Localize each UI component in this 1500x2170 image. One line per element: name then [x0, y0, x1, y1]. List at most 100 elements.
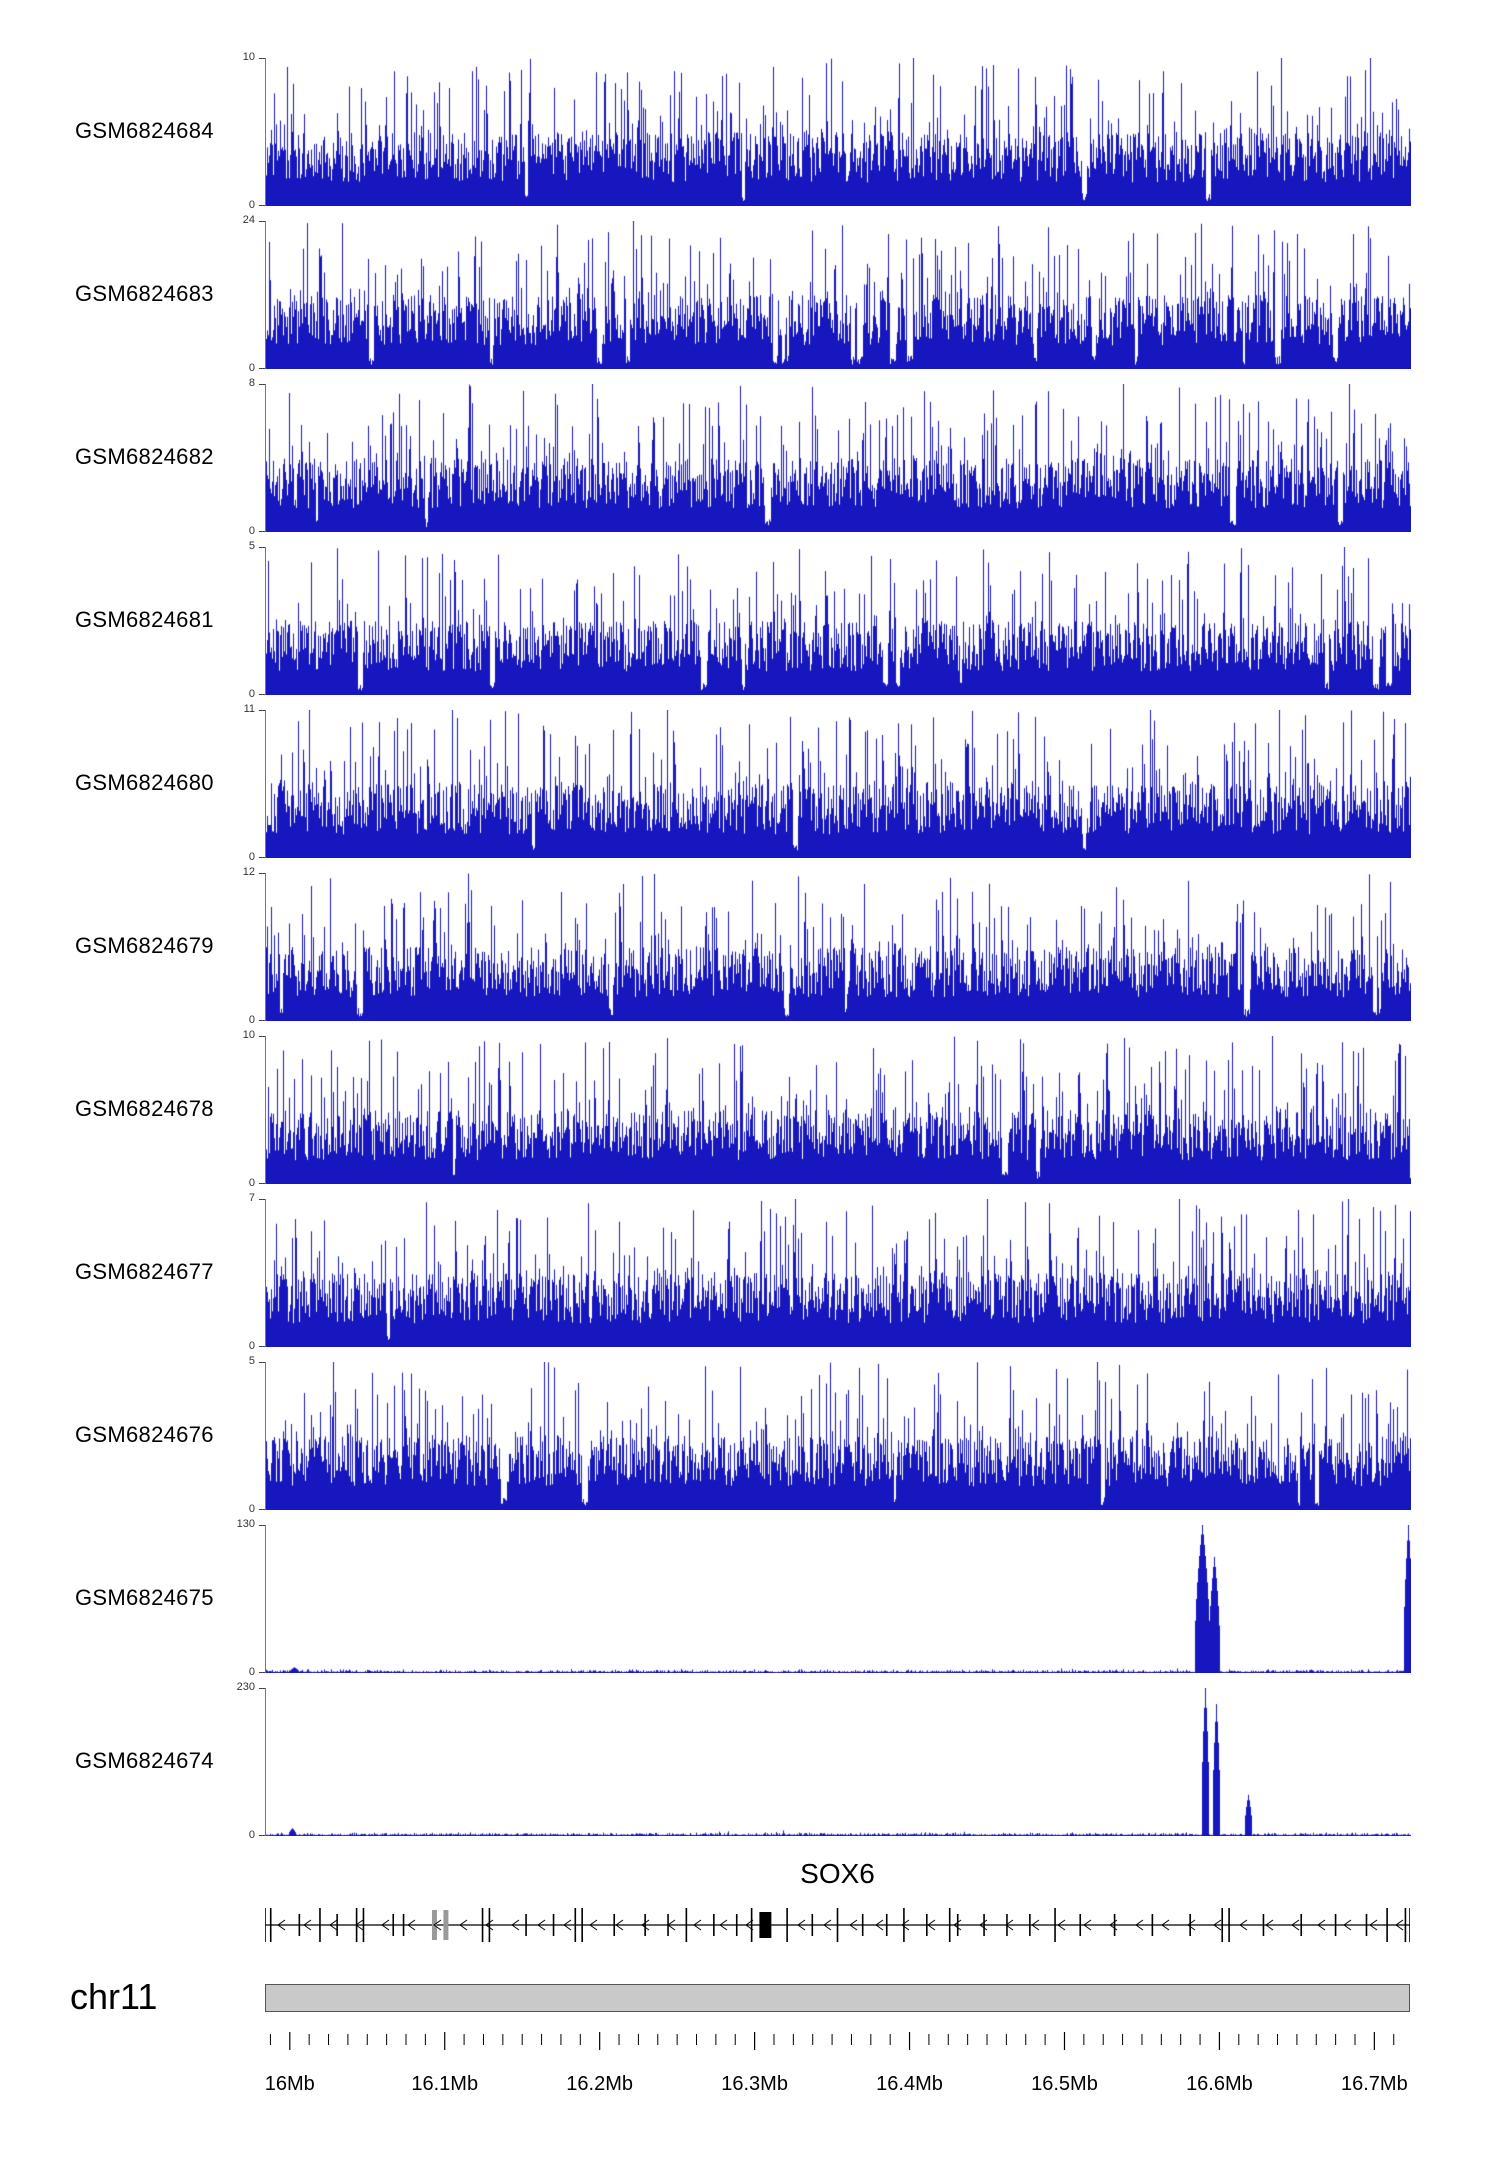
exon-tick: [956, 1914, 959, 1936]
exon-tick: [926, 1914, 928, 1936]
x-axis-tick-label: 16.3Mb: [721, 2073, 788, 2095]
y-axis-bottom-tick: [259, 857, 265, 858]
strand-arrow-left-icon: [1187, 1919, 1196, 1931]
exon-tick: [574, 1908, 577, 1942]
signal-canvas: [266, 1036, 1411, 1184]
strand-arrow-left-icon: [667, 1919, 676, 1931]
signal-plot: [265, 1525, 1411, 1673]
signal-canvas: [266, 384, 1411, 532]
track-row: GSM6824674 230 0: [0, 1681, 1500, 1841]
exon-tick: [1262, 1914, 1265, 1936]
gene-model: [265, 1908, 1410, 1942]
exon-tick: [983, 1914, 985, 1936]
track-label: GSM6824683: [75, 281, 214, 306]
strand-arrow-left-icon: [329, 1919, 338, 1931]
exon-gray-box: [443, 1910, 449, 1940]
signal-plot: [265, 1362, 1411, 1510]
strand-arrow-left-icon: [1291, 1919, 1300, 1931]
exon-tick: [1300, 1914, 1303, 1936]
y-axis-bottom-tick: [259, 531, 265, 532]
y-axis-top-tick: [259, 873, 265, 874]
strand-arrow-left-icon: [1369, 1919, 1378, 1931]
strand-arrow-left-icon: [381, 1919, 390, 1931]
exon-tick: [786, 1908, 788, 1942]
track-row: GSM6824681 5 0: [0, 540, 1500, 700]
signal-canvas: [266, 221, 1411, 369]
strand-arrow-left-icon: [901, 1919, 910, 1931]
y-axis-bottom-tick: [259, 368, 265, 369]
strand-arrow-left-icon: [511, 1919, 520, 1931]
signal-canvas: [266, 1688, 1411, 1836]
y-axis-bottom-tick: [259, 1509, 265, 1510]
signal-canvas: [266, 1199, 1411, 1347]
strand-arrow-left-icon: [459, 1919, 468, 1931]
x-axis-tick-label: 16.5Mb: [1031, 2073, 1098, 2095]
strand-arrow-left-icon: [745, 1919, 754, 1931]
y-axis-bottom-tick: [259, 1346, 265, 1347]
y-axis-zero-label: 0: [248, 1503, 255, 1515]
exon-tick: [1054, 1908, 1056, 1942]
strand-arrow-left-icon: [563, 1919, 572, 1931]
track-label: GSM6824674: [75, 1748, 214, 1773]
strand-arrow-left-icon: [485, 1919, 494, 1931]
exon-tick: [1079, 1914, 1082, 1936]
y-axis-zero-label: 0: [248, 1014, 255, 1026]
y-axis-top-tick: [259, 1362, 265, 1363]
signal-plot: [265, 1199, 1411, 1347]
exon-tick: [336, 1914, 338, 1936]
exon-tick: [1365, 1914, 1368, 1936]
exon-tick: [362, 1908, 365, 1942]
y-axis-zero-label: 0: [248, 199, 255, 211]
strand-arrow-left-icon: [1057, 1919, 1066, 1931]
strand-arrow-left-icon: [823, 1919, 832, 1931]
track-row: GSM6824676 5 0: [0, 1355, 1500, 1515]
exon-tick: [265, 1908, 266, 1942]
track-label: GSM6824680: [75, 770, 214, 795]
y-axis-top-tick: [259, 1036, 265, 1037]
x-axis-tick-label: 16.7Mb: [1341, 2073, 1408, 2095]
exon-tick: [1029, 1914, 1031, 1936]
signal-plot: [265, 547, 1411, 695]
exon-tick: [1189, 1914, 1191, 1936]
exon-tick: [735, 1914, 738, 1936]
strand-arrow-left-icon: [953, 1919, 962, 1931]
y-axis-zero-label: 0: [248, 1340, 255, 1352]
signal-canvas: [266, 873, 1411, 1021]
y-axis-max-label: 7: [248, 1192, 255, 1204]
track-row: GSM6824680 11 0: [0, 703, 1500, 863]
exon-tick: [1228, 1908, 1230, 1942]
track-row: GSM6824682 8 0: [0, 377, 1500, 537]
exon-tick: [1409, 1908, 1410, 1942]
signal-plot: [265, 1688, 1411, 1836]
strand-arrow-left-icon: [407, 1919, 416, 1931]
track-label: GSM6824678: [75, 1096, 214, 1121]
y-axis-max-label: 230: [236, 1681, 255, 1693]
y-axis-top-tick: [259, 1199, 265, 1200]
strand-arrow-left-icon: [1343, 1919, 1352, 1931]
exon-tick: [903, 1908, 905, 1942]
exon-tick: [1113, 1914, 1116, 1936]
y-axis-max-label: 12: [242, 866, 255, 878]
y-axis-max-label: 11: [243, 703, 255, 715]
strand-arrow-left-icon: [927, 1919, 936, 1931]
signal-plot: [265, 710, 1411, 858]
chromosome-label: chr11: [70, 1976, 158, 2017]
signal-canvas: [266, 1525, 1411, 1673]
exon-tick: [836, 1908, 839, 1942]
signal-plot: [265, 58, 1411, 206]
signal-plot: [265, 873, 1411, 1021]
track-label: GSM6824679: [75, 933, 214, 958]
strand-arrow-left-icon: [1135, 1919, 1144, 1931]
strand-arrow-left-icon: [1265, 1919, 1274, 1931]
track-label: GSM6824675: [75, 1585, 214, 1610]
strand-arrow-left-icon: [1161, 1919, 1170, 1931]
exon-black-box: [759, 1912, 772, 1938]
y-axis-top-tick: [259, 221, 265, 222]
signal-plot: [265, 1036, 1411, 1184]
exon-tick: [402, 1914, 405, 1936]
track-row: GSM6824678 10 0: [0, 1029, 1500, 1189]
y-axis-max-label: 130: [236, 1518, 255, 1530]
y-axis-zero-label: 0: [248, 1666, 255, 1678]
exon-tick: [948, 1908, 951, 1942]
track-label: GSM6824681: [75, 607, 214, 632]
